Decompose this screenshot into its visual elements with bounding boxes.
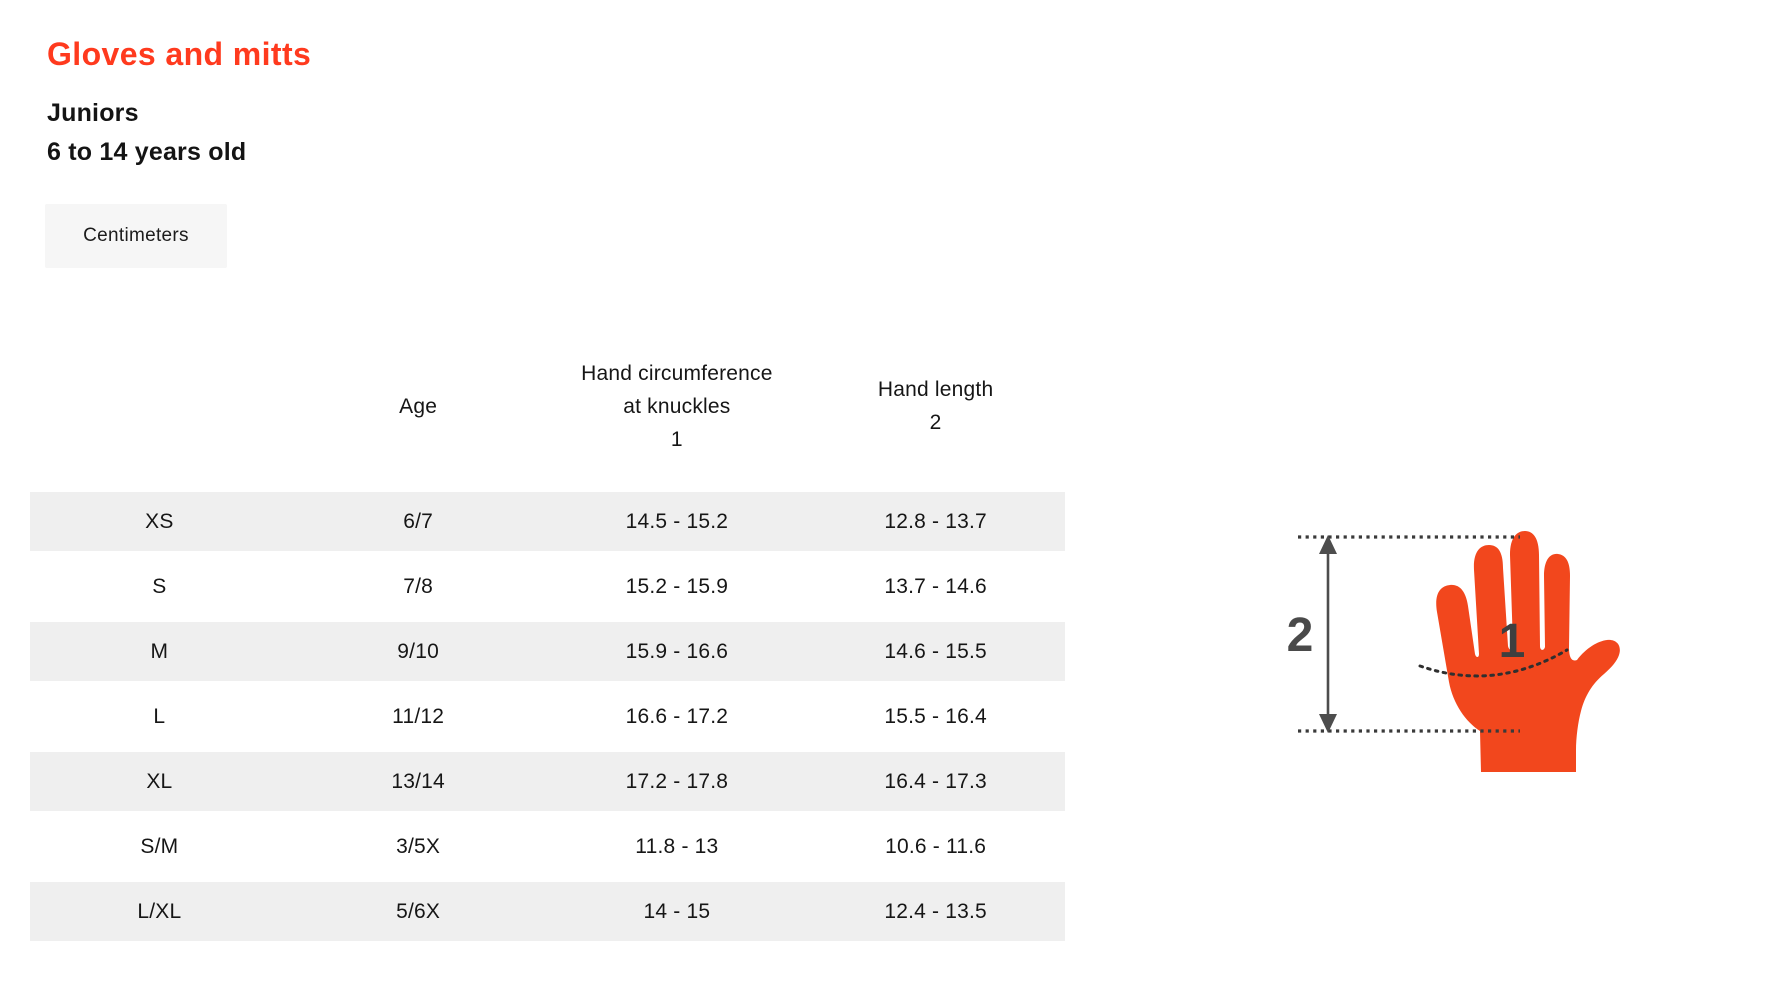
col-header-hand-circumference-line1: Hand circumference <box>581 361 773 385</box>
size-cell: S <box>30 557 289 622</box>
audience-label: Juniors <box>47 99 139 127</box>
length-cell: 12.4 - 13.5 <box>806 882 1065 947</box>
col-header-hand-circumference-line2: at knuckles <box>623 394 731 418</box>
age-cell: 11/12 <box>288 687 548 752</box>
col-header-hand-length-marker: 2 <box>929 411 942 434</box>
table-row-sm: S/M 3/5X 11.8 - 13 10.6 - 11.6 <box>30 817 1065 882</box>
length-cell: 13.7 - 14.6 <box>806 557 1065 622</box>
table-row-m: M 9/10 15.9 - 16.6 14.6 - 15.5 <box>30 622 1065 687</box>
col-header-size <box>30 320 289 492</box>
col-header-age: Age <box>399 394 438 418</box>
circumference-cell: 11.8 - 13 <box>547 817 807 882</box>
col-header-hand-length-line1: Hand length <box>877 378 994 401</box>
hand-icon <box>1436 531 1620 772</box>
size-table: Age Hand circumference at knuckles 1 Han… <box>30 320 1065 947</box>
circumference-cell: 16.6 - 17.2 <box>547 687 807 752</box>
length-cell: 12.8 - 13.7 <box>806 492 1065 557</box>
length-cell: 16.4 - 17.3 <box>806 752 1065 817</box>
age-cell: 6/7 <box>288 492 548 557</box>
age-range-label: 6 to 14 years old <box>47 138 247 166</box>
age-cell: 13/14 <box>288 752 548 817</box>
length-marker-label: 2 <box>1287 609 1314 662</box>
circumference-cell: 17.2 - 17.8 <box>547 752 807 817</box>
size-cell: M <box>30 622 289 687</box>
table-row-xs: XS 6/7 14.5 - 15.2 12.8 - 13.7 <box>30 492 1065 557</box>
length-cell: 10.6 - 11.6 <box>806 817 1065 882</box>
hand-measurement-diagram: 2 1 <box>1287 531 1620 772</box>
size-table-body: XS 6/7 14.5 - 15.2 12.8 - 13.7 S 7/8 15.… <box>30 492 1065 947</box>
size-table-header: Age Hand circumference at knuckles 1 Han… <box>30 320 1065 492</box>
size-cell: S/M <box>30 817 289 882</box>
page-title: Gloves and mitts <box>47 36 312 72</box>
size-cell: XS <box>30 492 289 557</box>
table-row-lxl: L/XL 5/6X 14 - 15 12.4 - 13.5 <box>30 882 1065 947</box>
length-cell: 15.5 - 16.4 <box>806 687 1065 752</box>
col-header-hand-circumference-marker: 1 <box>670 427 683 451</box>
length-cell: 14.6 - 15.5 <box>806 622 1065 687</box>
age-cell: 3/5X <box>288 817 548 882</box>
table-row-s: S 7/8 15.2 - 15.9 13.7 - 14.6 <box>30 557 1065 622</box>
header-block: Gloves and mitts Juniors 6 to 14 years o… <box>47 36 311 172</box>
age-cell: 5/6X <box>288 882 548 947</box>
size-cell: L/XL <box>30 882 289 947</box>
table-row-xl: XL 13/14 17.2 - 17.8 16.4 - 17.3 <box>30 752 1065 817</box>
header-row: Age Hand circumference at knuckles 1 Han… <box>30 320 1065 492</box>
units-button-centimeters[interactable]: Centimeters <box>45 204 227 268</box>
circumference-cell: 14.5 - 15.2 <box>547 492 807 557</box>
age-cell: 7/8 <box>288 557 548 622</box>
col-header-hand-length: Hand length 2 <box>806 320 1065 492</box>
table-row-l: L 11/12 16.6 - 17.2 15.5 - 16.4 <box>30 687 1065 752</box>
circumference-marker-label: 1 <box>1499 615 1526 668</box>
col-header-hand-circumference: Hand circumference at knuckles 1 <box>548 320 807 492</box>
knuckle-circumference-guide <box>1418 648 1569 678</box>
circumference-cell: 14 - 15 <box>547 882 807 947</box>
circumference-cell: 15.2 - 15.9 <box>547 557 807 622</box>
hand-length-arrow <box>1319 535 1337 733</box>
size-cell: XL <box>30 752 289 817</box>
size-cell: L <box>30 687 289 752</box>
age-cell: 9/10 <box>288 622 548 687</box>
circumference-cell: 15.9 - 16.6 <box>547 622 807 687</box>
